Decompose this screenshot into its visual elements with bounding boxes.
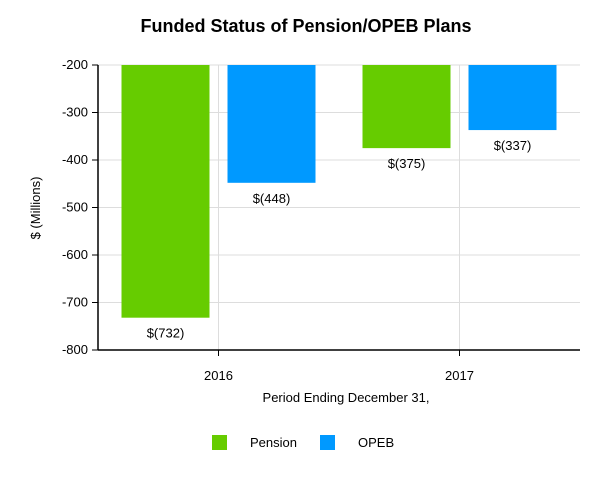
legend-swatch-opeb [320, 435, 335, 450]
bar-pension-2016 [121, 65, 210, 318]
bars [121, 65, 557, 318]
y-tick-label: -300 [62, 105, 88, 120]
data-labels: $(732) $(375) $(448) $(337) [147, 138, 532, 341]
data-label: $(448) [253, 191, 291, 206]
y-tick-label: -700 [62, 295, 88, 310]
y-axis-ticks: -200 -300 -400 -500 -600 -700 -800 [62, 57, 98, 357]
y-tick-label: -600 [62, 247, 88, 262]
data-label: $(732) [147, 326, 185, 341]
y-tick-label: -200 [62, 57, 88, 72]
legend-swatch-pension [212, 435, 227, 450]
legend: Pension OPEB [212, 435, 394, 450]
legend-label-pension: Pension [250, 435, 297, 450]
legend-label-opeb: OPEB [358, 435, 394, 450]
y-tick-label: -400 [62, 152, 88, 167]
chart-title: Funded Status of Pension/OPEB Plans [140, 16, 471, 36]
data-label: $(337) [494, 138, 532, 153]
x-tick-label: 2017 [445, 368, 474, 383]
x-axis-label: Period Ending December 31, [263, 390, 430, 405]
x-axis-ticks: 2016 2017 [204, 350, 474, 383]
y-tick-label: -800 [62, 342, 88, 357]
bar-opeb-2017 [468, 65, 557, 131]
x-tick-label: 2016 [204, 368, 233, 383]
data-label: $(375) [388, 156, 426, 171]
bar-opeb-2016 [227, 65, 316, 183]
y-axis-label: $ (Millions) [28, 177, 43, 240]
bar-pension-2017 [362, 65, 451, 149]
y-tick-label: -500 [62, 200, 88, 215]
